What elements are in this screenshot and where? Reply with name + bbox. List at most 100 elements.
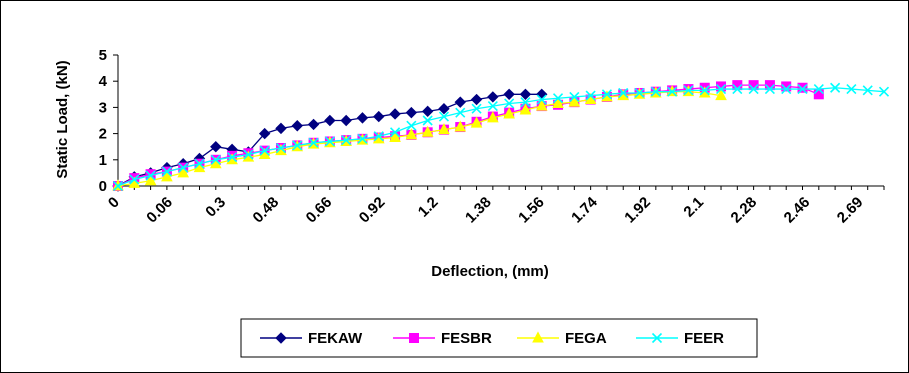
data-point-feer bbox=[324, 136, 335, 147]
y-axis-title: Static Load, (kN) bbox=[54, 60, 71, 178]
data-point-fekaw bbox=[487, 91, 499, 103]
data-point-fekaw bbox=[389, 108, 401, 120]
legend-label-feer: FEER bbox=[684, 330, 724, 347]
data-point-feer bbox=[308, 137, 319, 148]
data-point-fekaw bbox=[340, 114, 352, 127]
data-point-feer bbox=[520, 97, 531, 108]
x-tick-label: 2.69 bbox=[834, 194, 867, 227]
data-point-fekaw bbox=[470, 93, 483, 106]
x-tick-label: 0.48 bbox=[250, 194, 283, 227]
data-point-feer bbox=[145, 170, 156, 181]
data-point-fega bbox=[715, 89, 727, 101]
data-point-feer bbox=[650, 86, 661, 97]
data-point-feer bbox=[813, 83, 824, 95]
data-point-feer bbox=[471, 103, 482, 114]
x-tick-label: 0 bbox=[105, 194, 123, 212]
x-tick-label: 1.92 bbox=[621, 194, 654, 227]
data-point-feer bbox=[683, 85, 694, 96]
data-point-fekaw bbox=[307, 118, 320, 131]
data-point-fega bbox=[487, 111, 499, 123]
data-point-feer bbox=[732, 83, 743, 95]
data-point-feer bbox=[455, 107, 466, 118]
data-point-feer bbox=[243, 149, 254, 160]
data-point-feer bbox=[422, 115, 433, 126]
x-tick-label: 0.66 bbox=[303, 194, 336, 227]
data-point-fega bbox=[405, 128, 418, 140]
data-point-feer bbox=[764, 83, 775, 95]
data-point-feer bbox=[438, 111, 450, 122]
data-point-feer bbox=[373, 131, 384, 142]
data-point-fekaw bbox=[405, 106, 418, 119]
x-ticks: 0 0.06 0.3 0.48 0.66 0.92 1.2 1.38 1.56 1.74 1.92 2… bbox=[105, 186, 885, 227]
data-point-fekaw bbox=[454, 96, 466, 108]
data-point-fega bbox=[519, 103, 532, 115]
data-point-feer bbox=[406, 120, 417, 131]
data-point-feer bbox=[634, 87, 645, 99]
x-tick-label: 1.2 bbox=[415, 194, 442, 221]
data-point-fega bbox=[470, 116, 483, 128]
y-tick-label: 2 bbox=[99, 126, 107, 143]
x-tick-label: 0.3 bbox=[202, 194, 229, 221]
x-tick-label: 1.56 bbox=[515, 194, 548, 227]
y-tick-label: 3 bbox=[99, 99, 107, 116]
data-point-feer bbox=[585, 90, 596, 101]
data-point-feer bbox=[341, 135, 352, 146]
x-tick-label: 2.1 bbox=[680, 194, 707, 221]
y-tick-label: 0 bbox=[99, 178, 107, 195]
data-point-feer bbox=[178, 162, 189, 173]
data-point-fega bbox=[177, 166, 190, 178]
data-point-fega bbox=[503, 107, 515, 119]
data-point-feer bbox=[715, 83, 727, 95]
data-point-fega bbox=[552, 96, 564, 108]
data-point-fekaw bbox=[210, 140, 222, 153]
data-point-fekaw bbox=[421, 105, 434, 118]
x-tick-label: 0.92 bbox=[356, 194, 389, 227]
x-tick-label: 0.06 bbox=[143, 194, 176, 227]
data-point-fekaw bbox=[503, 88, 515, 101]
data-point-feer bbox=[748, 83, 759, 95]
legend-marker-feer bbox=[651, 332, 663, 344]
x-tick-label: 1.38 bbox=[462, 194, 495, 227]
x-tick-label: 1.74 bbox=[568, 193, 601, 226]
y-tick-label: 5 bbox=[99, 47, 107, 64]
x-tick-label: 2.46 bbox=[781, 194, 814, 227]
data-point-fekaw bbox=[324, 114, 336, 127]
data-point-fekaw bbox=[356, 112, 369, 124]
legend-marker-fekaw bbox=[275, 332, 287, 344]
data-point-fega bbox=[161, 170, 173, 182]
x-tick-label: 2.28 bbox=[728, 194, 761, 227]
data-point-feer bbox=[227, 152, 238, 163]
data-point-feer bbox=[389, 127, 401, 138]
data-point-feer bbox=[862, 85, 873, 96]
data-point-feer bbox=[487, 101, 498, 112]
legend-label-fesbr: FESBR bbox=[441, 330, 492, 347]
data-point-feer bbox=[275, 142, 287, 154]
data-point-feer bbox=[699, 85, 710, 96]
x-axis-title: Deflection, (mm) bbox=[431, 263, 549, 280]
data-point-feer bbox=[161, 166, 172, 177]
data-point-feer bbox=[112, 180, 124, 192]
series-fega bbox=[112, 85, 727, 191]
data-point-fekaw bbox=[258, 127, 271, 140]
data-point-feer bbox=[618, 87, 629, 99]
data-point-feer bbox=[781, 83, 792, 95]
series-line-fega bbox=[117, 91, 722, 187]
plot-area bbox=[112, 80, 890, 192]
data-point-fekaw bbox=[373, 110, 385, 123]
data-point-fega bbox=[454, 120, 467, 132]
data-point-fega bbox=[144, 174, 157, 186]
data-point-fega bbox=[535, 99, 548, 111]
data-point-fekaw bbox=[519, 88, 532, 101]
data-point-feer bbox=[846, 83, 857, 95]
y-ticks: 0 1 2 3 4 5 bbox=[99, 47, 118, 195]
series-feer bbox=[112, 82, 890, 192]
data-point-feer bbox=[878, 86, 890, 97]
y-tick-label: 1 bbox=[99, 152, 107, 169]
data-point-fesbr bbox=[781, 81, 792, 92]
data-point-feer bbox=[667, 86, 678, 97]
y-tick-label: 4 bbox=[99, 73, 108, 90]
series-line-feer bbox=[117, 87, 885, 187]
data-point-fesbr bbox=[797, 82, 808, 93]
legend-label-fega: FEGA bbox=[565, 330, 607, 347]
